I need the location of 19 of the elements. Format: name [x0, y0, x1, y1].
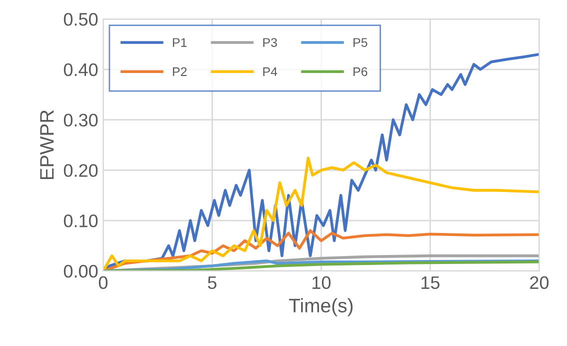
x-axis-title: Time(s) — [289, 298, 353, 316]
x-tick-label: 5 — [208, 276, 216, 290]
x-tick-label: 10 — [312, 276, 331, 290]
y-tick-label: 0.00 — [64, 264, 98, 278]
legend-label: P5 — [354, 38, 368, 47]
y-tick-label: 0.30 — [64, 114, 98, 127]
y-tick-label: 0.50 — [64, 12, 98, 26]
legend-label: P3 — [263, 38, 277, 47]
y-tick-label: 0.10 — [64, 214, 98, 228]
legend-label: P4 — [263, 67, 278, 76]
legend-label: P1 — [172, 38, 187, 47]
x-tick-label: 0 — [98, 276, 108, 290]
x-tick-label: 15 — [422, 276, 440, 290]
x-tick-label: 20 — [530, 276, 549, 290]
y-axis-title: EPWPR — [40, 110, 54, 180]
y-tick-label: 0.20 — [64, 164, 98, 177]
legend-label: P2 — [172, 67, 187, 76]
y-tick-label: 0.40 — [64, 63, 98, 76]
legend-label: P6 — [354, 67, 368, 76]
